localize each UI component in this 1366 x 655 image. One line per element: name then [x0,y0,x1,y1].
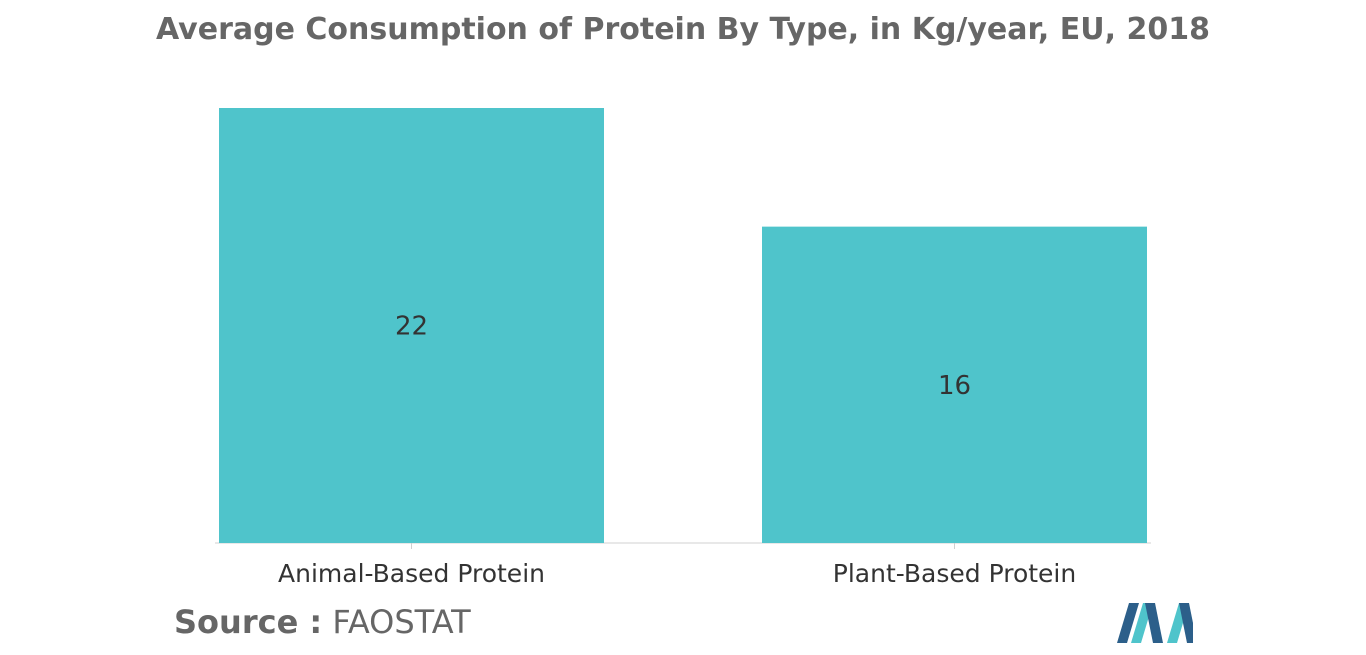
source-value: FAOSTAT [332,603,471,641]
source-label: Source : [174,603,323,641]
logo-shape-3 [1145,603,1163,643]
bar-0 [219,108,604,543]
data-label-0: 22 [395,312,428,342]
logo-shape-5 [1179,603,1193,643]
source-note: Source : FAOSTAT [174,603,471,641]
mordor-intelligence-logo-icon [1117,603,1193,643]
x-tick-label-0: Animal-Based Protein [278,559,545,588]
bar-chart: 22 Animal-Based Protein 16 Plant-Based Prot… [215,108,1151,588]
data-label-1: 16 [938,371,971,401]
bar-1 [762,226,1147,544]
logo-shape-1 [1117,603,1139,643]
chart-title: Average Consumption of Protein By Type, … [156,12,1210,47]
x-tick-label-1: Plant-Based Protein [833,559,1076,588]
